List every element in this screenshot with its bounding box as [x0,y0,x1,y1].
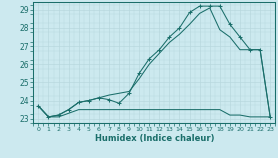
X-axis label: Humidex (Indice chaleur): Humidex (Indice chaleur) [95,134,214,143]
